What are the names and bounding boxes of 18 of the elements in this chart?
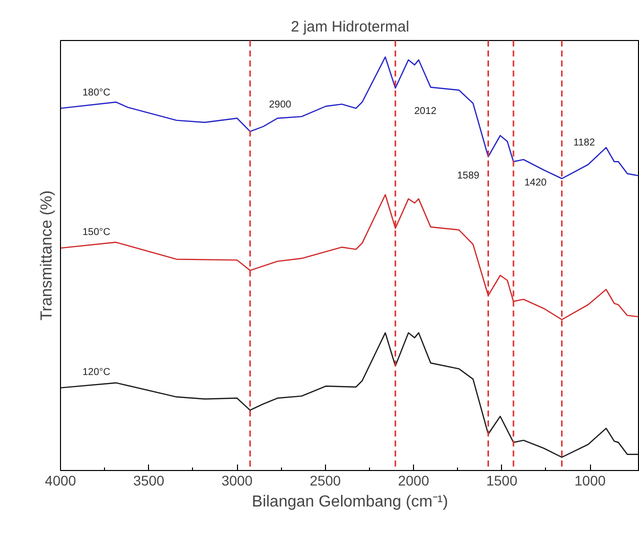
series-label: 120°C bbox=[82, 366, 110, 378]
x-tick-label: 1000 bbox=[574, 472, 606, 488]
x-axis-title: Bilangan Gelombang (cm⁻¹) bbox=[252, 494, 448, 510]
y-axis-title: Transmittance (%) bbox=[38, 190, 56, 321]
chart-title: 2 jam Hidrotermal bbox=[290, 18, 410, 36]
x-tick-label: 3500 bbox=[133, 472, 165, 488]
series-label: 180°C bbox=[82, 87, 110, 98]
series-label: 150°C bbox=[82, 227, 110, 238]
x-tick-label: 1500 bbox=[486, 472, 518, 488]
annotation: 1420 bbox=[524, 178, 548, 189]
annotation: 1182 bbox=[573, 138, 596, 149]
x-tick-label: 2000 bbox=[398, 472, 430, 488]
annotation: 1589 bbox=[457, 170, 480, 182]
x-tick-label: 4000 bbox=[44, 472, 76, 488]
annotation: 2900 bbox=[268, 99, 292, 110]
x-tick-label: 3000 bbox=[221, 472, 253, 488]
x-tick-label: 2500 bbox=[310, 472, 342, 488]
annotation: 2012 bbox=[414, 106, 437, 118]
